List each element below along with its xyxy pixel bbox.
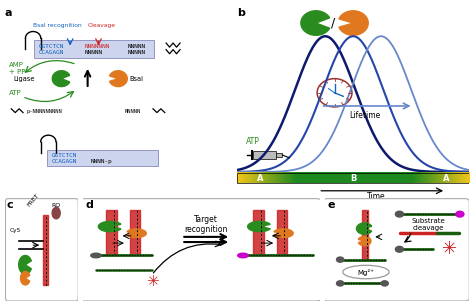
Wedge shape: [356, 223, 372, 234]
Bar: [237, 173, 469, 183]
Bar: [276, 153, 283, 157]
Wedge shape: [247, 221, 270, 232]
Text: CCAGAGN: CCAGAGN: [52, 158, 77, 164]
Text: ✳: ✳: [442, 240, 457, 258]
FancyBboxPatch shape: [34, 40, 154, 58]
Bar: [106, 210, 117, 255]
Bar: [362, 210, 368, 260]
Circle shape: [381, 281, 388, 286]
Text: A: A: [257, 174, 264, 183]
Text: NNNNN: NNNNN: [84, 50, 102, 55]
Wedge shape: [109, 71, 128, 87]
Text: Time: Time: [367, 192, 386, 201]
FancyBboxPatch shape: [6, 199, 78, 301]
Ellipse shape: [343, 265, 389, 279]
Text: BsaI: BsaI: [129, 76, 143, 82]
Circle shape: [237, 253, 248, 258]
FancyBboxPatch shape: [323, 199, 469, 301]
Text: Mg²⁺: Mg²⁺: [357, 268, 374, 275]
Text: AMP
+ PP: AMP + PP: [9, 62, 26, 75]
Text: Lifetime: Lifetime: [349, 111, 380, 120]
Circle shape: [337, 281, 344, 286]
Circle shape: [91, 253, 101, 258]
Text: NNNNNNN: NNNNNNN: [84, 43, 109, 49]
Bar: [253, 210, 264, 255]
Text: NNNNN: NNNNN: [125, 109, 141, 114]
Text: /: /: [331, 16, 336, 29]
Text: Cleavage: Cleavage: [88, 23, 116, 28]
Circle shape: [456, 211, 464, 217]
Bar: [277, 210, 287, 255]
Text: NNNNN: NNNNN: [128, 43, 146, 49]
Text: FRET: FRET: [27, 193, 41, 208]
Wedge shape: [98, 221, 121, 232]
Text: p-NNNNNNNNN: p-NNNNNNNNN: [27, 109, 62, 114]
Text: CCAGAGN: CCAGAGN: [38, 50, 64, 55]
Text: ✳: ✳: [146, 274, 159, 289]
FancyBboxPatch shape: [47, 150, 158, 166]
Text: c: c: [6, 200, 13, 210]
Wedge shape: [358, 237, 371, 246]
Circle shape: [337, 257, 344, 262]
Bar: [253, 151, 276, 159]
Circle shape: [395, 211, 403, 217]
Text: ATP: ATP: [9, 90, 22, 96]
Text: RQ: RQ: [52, 203, 61, 208]
Circle shape: [52, 207, 60, 219]
Circle shape: [395, 246, 403, 252]
Text: NNNNN: NNNNN: [128, 50, 146, 55]
Bar: [130, 210, 140, 255]
Text: Target
recognition: Target recognition: [184, 215, 228, 234]
Wedge shape: [274, 229, 293, 238]
Text: e: e: [328, 200, 335, 210]
Text: NNNN-p: NNNN-p: [91, 158, 113, 164]
Bar: [43, 215, 48, 285]
Text: GGTCTCN: GGTCTCN: [38, 43, 64, 49]
Text: Ligase: Ligase: [13, 76, 35, 82]
Wedge shape: [52, 71, 70, 87]
Text: GGTCTCN: GGTCTCN: [52, 153, 77, 158]
Wedge shape: [127, 229, 146, 238]
Text: B: B: [350, 174, 356, 183]
Text: ATP: ATP: [246, 137, 260, 146]
Wedge shape: [301, 11, 329, 35]
Wedge shape: [20, 271, 30, 285]
Text: a: a: [5, 8, 12, 18]
Text: A: A: [443, 174, 449, 183]
Wedge shape: [18, 255, 31, 274]
FancyBboxPatch shape: [78, 199, 322, 301]
Wedge shape: [339, 11, 368, 35]
Text: Cy5: Cy5: [9, 228, 20, 233]
Text: d: d: [85, 200, 93, 210]
Text: BsaI recognition: BsaI recognition: [33, 23, 82, 28]
Text: Substrate
cleavage: Substrate cleavage: [412, 218, 446, 231]
Text: b: b: [237, 8, 245, 18]
